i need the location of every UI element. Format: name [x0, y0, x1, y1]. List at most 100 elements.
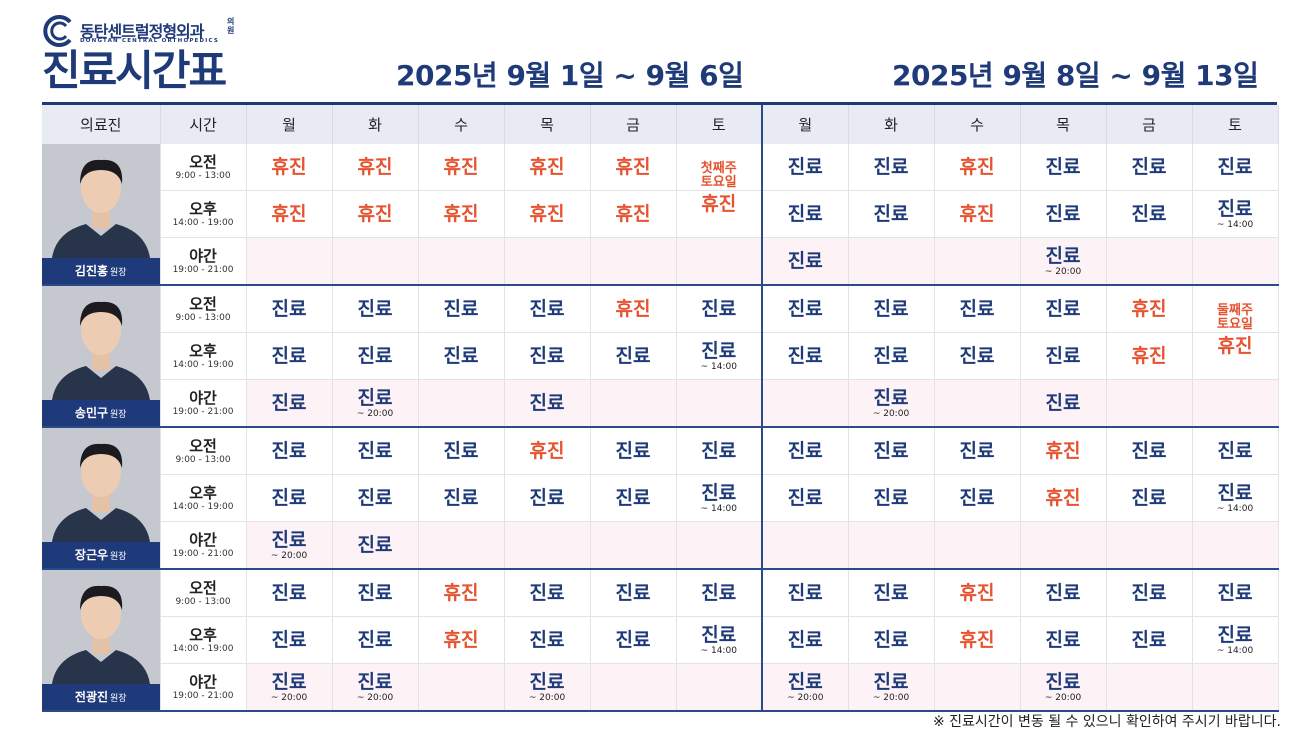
cell-status: 진료	[615, 629, 651, 651]
schedule-cell: 진료	[762, 427, 849, 475]
schedule-cell: 진료	[590, 616, 677, 664]
schedule-cell	[1106, 663, 1193, 712]
cell-note: ~ 20:00	[872, 409, 910, 419]
cell-status: 진료	[1217, 156, 1253, 178]
schedule-cell: 휴진	[1192, 332, 1279, 380]
cell-status: 휴진	[701, 193, 737, 215]
cell-status: 진료	[873, 387, 909, 409]
cell-status: 휴진	[1045, 487, 1081, 509]
cell-status: 진료	[959, 487, 995, 509]
column-header: 월	[762, 105, 849, 144]
cell-status: 진료	[357, 387, 393, 409]
schedule-cell: 진료	[590, 332, 677, 380]
schedule-cell: 휴진	[590, 144, 677, 191]
cell-status: 진료	[615, 487, 651, 509]
cell-status: 휴진	[1045, 440, 1081, 462]
cell-line: 토요일	[1217, 317, 1253, 332]
logo-name: 동탄센트럴정형외과	[80, 22, 204, 41]
schedule-cell: 진료	[418, 474, 505, 522]
header-row: 의료진 시간 월 화 수 목 금 토 월 화 수 목 금 토	[42, 105, 1279, 144]
schedule-cell: 휴진	[676, 190, 763, 238]
schedule-cell: 진료	[934, 285, 1021, 333]
cell-status: 진료	[1045, 203, 1081, 225]
schedule-cell	[332, 237, 419, 286]
column-header: 수	[934, 105, 1021, 144]
schedule-cell: 휴진	[1106, 285, 1193, 333]
schedule-cell	[1192, 521, 1279, 570]
cell-status: 진료	[873, 629, 909, 651]
schedule-cell: 진료	[848, 474, 935, 522]
schedule-row: 오후 14:00 - 19:00 휴진 휴진 휴진 휴진 휴진 휴진 진료 진료 휴진 진료 진료 진료 ~…	[42, 190, 1279, 238]
doctor-name-bar: 김진홍 원장	[42, 258, 160, 284]
schedule-table: 의료진 시간 월 화 수 목 금 토 월 화 수 목 금 토 김진홍 원장 오전 9:00 - 13:00 휴진 휴진…	[42, 105, 1279, 712]
period: 야간	[189, 388, 217, 407]
schedule-cell: 진료	[504, 379, 591, 428]
schedule-cell: 진료	[848, 332, 935, 380]
schedule-cell	[762, 521, 849, 570]
schedule-cell: 휴진	[246, 190, 333, 238]
cell-status: 진료	[357, 345, 393, 367]
cell-status: 진료	[357, 671, 393, 693]
cell-status: 진료	[1045, 582, 1081, 604]
cell-status: 진료	[787, 345, 823, 367]
doctor-role: 원장	[110, 694, 127, 704]
cell-status: 진료	[271, 392, 307, 414]
cell-note: ~ 14:00	[700, 504, 737, 514]
cell-status: 진료	[873, 671, 909, 693]
schedule-cell	[676, 379, 763, 428]
cell-status: 진료	[701, 340, 737, 362]
cell-status: 진료	[959, 440, 995, 462]
schedule-cell: 진료	[1106, 616, 1193, 664]
cell-note: ~ 14:00	[1216, 220, 1254, 230]
schedule-cell: 휴진	[418, 144, 505, 191]
schedule-cell	[1192, 379, 1279, 428]
doctor-name: 김진홍	[74, 264, 109, 278]
cell-status: 진료	[271, 671, 307, 693]
cell-status: 진료	[1131, 440, 1167, 462]
schedule-cell	[1106, 379, 1193, 428]
schedule-cell: 진료	[504, 569, 591, 617]
schedule-cell: 휴진	[1020, 427, 1107, 475]
cell-status: 진료	[873, 487, 909, 509]
cell-status: 휴진	[357, 156, 393, 178]
doctor-name: 전광진	[74, 690, 109, 704]
schedule-cell: 휴진	[934, 569, 1021, 617]
cell-status: 휴진	[1217, 335, 1253, 357]
cell-note: ~ 14:00	[700, 646, 737, 656]
column-header: 토	[676, 105, 763, 144]
cell-note: ~ 14:00	[1216, 504, 1254, 514]
schedule-row: 야간 19:00 - 21:00 진료 진료 ~ 20:00	[42, 237, 1279, 286]
cell-status: 진료	[271, 487, 307, 509]
time-slot: 오전 9:00 - 13:00	[160, 144, 247, 191]
schedule-row: 야간 19:00 - 21:00 진료 ~ 20:00 진료 ~ 20:00 진료 ~ 20:…	[42, 663, 1279, 712]
doctor-photo: 김진홍 원장	[42, 144, 161, 286]
time-slot: 오후 14:00 - 19:00	[160, 332, 247, 380]
schedule-cell	[934, 379, 1021, 428]
cell-line: 첫째주	[700, 161, 737, 176]
cell-status: 진료	[1131, 203, 1167, 225]
cell-status: 진료	[787, 156, 823, 178]
hours: 9:00 - 13:00	[175, 170, 231, 181]
schedule-cell: 진료 ~ 20:00	[848, 663, 935, 712]
schedule-cell	[676, 521, 763, 570]
schedule-cell	[848, 521, 935, 570]
cell-status: 휴진	[271, 156, 307, 178]
cell-note: ~ 20:00	[356, 693, 394, 703]
doctor-photo: 장근우 원장	[42, 427, 161, 570]
cell-status: 진료	[529, 582, 565, 604]
cell-status: 휴진	[1131, 298, 1167, 320]
doctor-role: 원장	[110, 410, 127, 420]
column-header: 화	[332, 105, 419, 144]
title: 진료시간표	[42, 46, 227, 95]
cell-status: 진료	[787, 298, 823, 320]
schedule-cell	[590, 663, 677, 712]
time-slot: 오전 9:00 - 13:00	[160, 569, 247, 617]
schedule-cell: 진료 ~ 14:00	[1192, 616, 1279, 664]
schedule-cell: 휴진	[504, 190, 591, 238]
period: 야간	[189, 530, 217, 549]
cell-status: 휴진	[443, 156, 479, 178]
portrait	[42, 428, 160, 542]
schedule-cell: 진료	[332, 285, 419, 333]
portrait	[42, 570, 160, 684]
cell-status: 진료	[443, 345, 479, 367]
